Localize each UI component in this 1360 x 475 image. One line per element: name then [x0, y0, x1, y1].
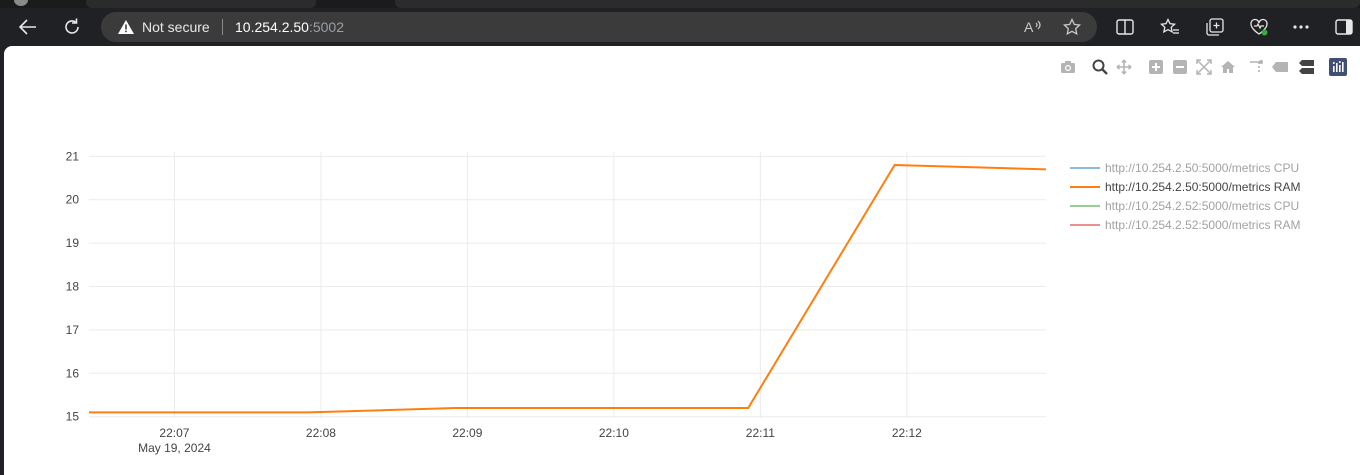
- x-tick-label: 22:10: [599, 426, 629, 440]
- refresh-icon[interactable]: [60, 16, 84, 38]
- back-arrow-icon[interactable]: [16, 16, 40, 38]
- favorites-icon[interactable]: [1158, 16, 1182, 38]
- tab-strip: [0, 0, 1360, 8]
- x-axis-ticks: May 19, 2024 22:07 22:08 22:09 22:10 22:11 22…: [138, 426, 922, 455]
- legend-item[interactable]: http://10.254.2.52:5000/metrics CPU: [1105, 199, 1299, 213]
- grid-lines: [89, 152, 1046, 418]
- url-host: 10.254.2.50: [235, 19, 309, 35]
- legend-item[interactable]: http://10.254.2.50:5000/metrics RAM: [1105, 180, 1300, 194]
- browser-essentials-icon[interactable]: [1247, 16, 1271, 38]
- security-label[interactable]: Not secure: [142, 19, 210, 35]
- camera-icon[interactable]: [1059, 58, 1077, 76]
- active-tab[interactable]: [86, 0, 316, 8]
- pan-icon[interactable]: [1115, 58, 1133, 76]
- favorite-star-icon[interactable]: [1062, 17, 1082, 37]
- browser-toolbar: Not secure 10.254.2.50:5002 A: [0, 8, 1360, 46]
- legend-item[interactable]: http://10.254.2.52:5000/metrics RAM: [1105, 218, 1300, 232]
- y-tick-label: 17: [66, 323, 80, 337]
- x-tick-label: 22:07: [159, 426, 189, 440]
- zoom-out-icon[interactable]: [1171, 58, 1189, 76]
- spike-lines-icon[interactable]: [1247, 58, 1265, 76]
- plotly-logo-icon[interactable]: [1329, 58, 1347, 76]
- address-divider: [222, 19, 223, 35]
- autoscale-icon[interactable]: [1195, 58, 1213, 76]
- zoom-icon[interactable]: [1091, 58, 1109, 76]
- x-tick-label: 22:08: [306, 426, 336, 440]
- y-axis-ticks: 15 16 17 18 19 20 21: [66, 149, 80, 423]
- tab-favicon-icon: [14, 0, 28, 6]
- series-lines[interactable]: [89, 164, 1047, 414]
- legend[interactable]: http://10.254.2.50:5000/metrics CPU http:…: [1070, 161, 1300, 232]
- sidebar-icon[interactable]: [1332, 16, 1356, 38]
- page-content: [4, 46, 1360, 475]
- legend-item[interactable]: http://10.254.2.50:5000/metrics CPU: [1105, 161, 1299, 175]
- x-tick-label: 22:09: [452, 426, 482, 440]
- series-line-1[interactable]: [89, 164, 1047, 414]
- y-tick-label: 18: [66, 280, 80, 294]
- y-tick-label: 15: [66, 410, 80, 424]
- url-text[interactable]: 10.254.2.50:5002: [235, 19, 344, 35]
- y-tick-label: 21: [66, 149, 80, 163]
- hover-closest-icon[interactable]: [1271, 58, 1289, 76]
- more-icon[interactable]: [1289, 16, 1313, 38]
- x-tick-label: 22:11: [746, 426, 775, 440]
- zoom-in-icon[interactable]: [1147, 58, 1165, 76]
- y-tick-label: 20: [66, 193, 80, 207]
- x-axis-date-label: May 19, 2024: [138, 441, 211, 455]
- url-port: :5002: [308, 19, 345, 35]
- y-tick-label: 16: [66, 366, 80, 380]
- y-tick-label: 19: [66, 236, 80, 250]
- hover-compare-icon[interactable]: [1297, 58, 1315, 76]
- inactive-tab[interactable]: [395, 0, 1360, 8]
- reset-axes-icon[interactable]: [1219, 58, 1237, 76]
- x-tick-label: 22:12: [892, 426, 922, 440]
- address-bar[interactable]: Not secure 10.254.2.50:5002 A: [101, 12, 1097, 42]
- warning-icon[interactable]: [117, 19, 135, 40]
- read-aloud-icon[interactable]: A: [1023, 17, 1043, 37]
- svg-text:A: A: [1024, 19, 1034, 35]
- split-screen-icon[interactable]: [1113, 16, 1137, 38]
- collections-icon[interactable]: [1203, 16, 1227, 38]
